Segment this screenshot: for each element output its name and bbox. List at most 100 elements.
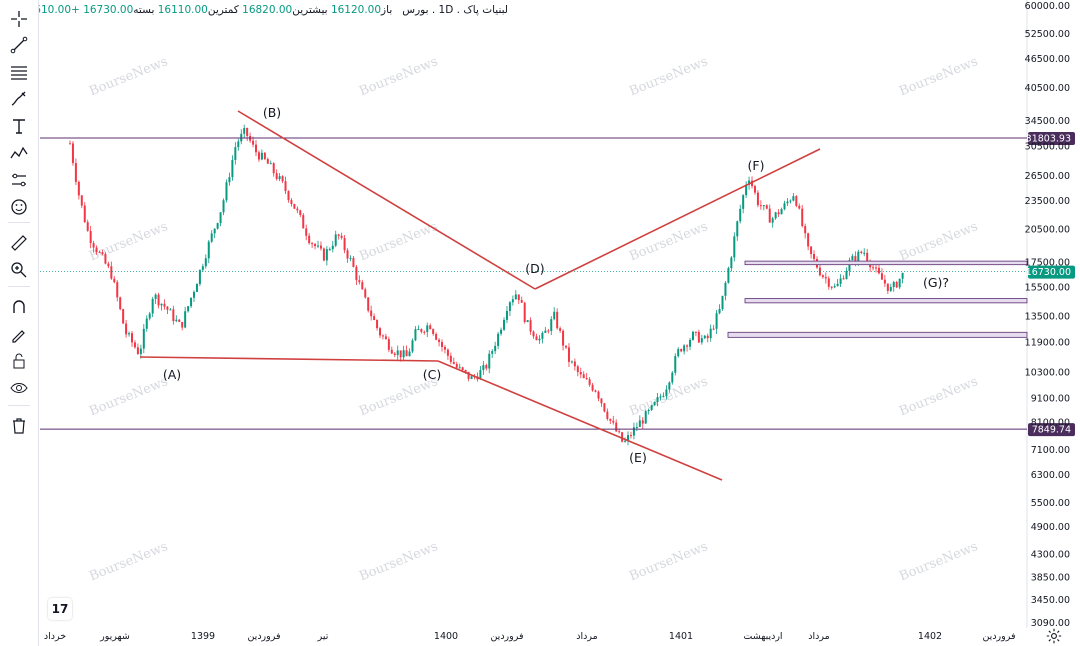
candle bbox=[591, 382, 594, 392]
pattern-icon[interactable] bbox=[6, 142, 32, 164]
candle bbox=[343, 235, 346, 254]
eye-icon[interactable] bbox=[6, 377, 32, 399]
last-price-tag bbox=[1028, 265, 1075, 279]
chart-pane[interactable] bbox=[38, 0, 1028, 628]
candle bbox=[798, 203, 801, 210]
candle bbox=[384, 333, 387, 340]
candle bbox=[352, 255, 355, 268]
crosshair-icon[interactable] bbox=[6, 8, 32, 30]
candle bbox=[588, 377, 591, 387]
zoom-icon[interactable] bbox=[6, 259, 32, 281]
candle bbox=[503, 317, 506, 332]
candle-body bbox=[370, 310, 373, 317]
interval-label[interactable]: 1D bbox=[438, 4, 454, 16]
candle bbox=[786, 198, 789, 207]
candle bbox=[184, 306, 187, 329]
candle bbox=[225, 179, 228, 203]
y-tick-label: 4300.00 bbox=[1031, 549, 1070, 560]
candle bbox=[331, 240, 334, 253]
candle-body bbox=[290, 200, 293, 204]
candle-body bbox=[337, 234, 340, 236]
level-price-label: 7849.74 bbox=[1032, 425, 1071, 436]
candle bbox=[845, 267, 848, 280]
candle bbox=[810, 246, 813, 259]
candle bbox=[768, 204, 771, 223]
candle-body bbox=[689, 339, 692, 347]
candle-body bbox=[877, 267, 880, 274]
candle-body bbox=[411, 340, 414, 352]
candle bbox=[145, 315, 148, 332]
candle-body bbox=[579, 371, 582, 375]
candle-body bbox=[355, 266, 358, 281]
candle-body bbox=[314, 244, 317, 247]
trend-line-icon[interactable] bbox=[6, 34, 32, 56]
candle-body bbox=[780, 209, 783, 215]
candle bbox=[612, 415, 615, 425]
candle bbox=[553, 307, 556, 321]
candle-body bbox=[898, 278, 901, 288]
open-value: 16120.00 bbox=[330, 4, 382, 16]
y-tick-label: 30500.00 bbox=[1025, 142, 1070, 153]
measure-lines-icon[interactable] bbox=[6, 169, 32, 191]
candle-body bbox=[517, 294, 520, 301]
candle-body bbox=[520, 300, 523, 303]
x-tick-label: مرداد bbox=[808, 631, 829, 642]
candle-body bbox=[895, 282, 898, 288]
level-price-label: 31803.93 bbox=[1026, 134, 1071, 145]
candle-body bbox=[204, 258, 207, 267]
candle-body bbox=[331, 245, 334, 250]
candle-body bbox=[523, 302, 526, 323]
candle bbox=[417, 325, 420, 330]
candle-body bbox=[181, 321, 184, 328]
candle bbox=[629, 431, 632, 439]
candle bbox=[296, 206, 299, 214]
candle bbox=[860, 250, 863, 255]
magnet-icon[interactable] bbox=[6, 296, 32, 318]
candle-body bbox=[526, 320, 529, 323]
candle-body bbox=[851, 256, 854, 261]
candle-body bbox=[703, 335, 706, 339]
gear-icon[interactable] bbox=[1046, 628, 1062, 644]
candle bbox=[559, 326, 562, 333]
candle-body bbox=[591, 384, 594, 391]
candle-body bbox=[299, 210, 302, 216]
candle bbox=[361, 279, 364, 290]
candle bbox=[131, 330, 134, 347]
ruler-icon[interactable] bbox=[6, 232, 32, 254]
candle-body bbox=[399, 350, 402, 358]
tradingview-logo[interactable]: 17 bbox=[48, 598, 72, 620]
candle bbox=[600, 398, 603, 407]
candle bbox=[334, 230, 337, 248]
candle-body bbox=[104, 254, 107, 264]
candle-body bbox=[567, 347, 570, 362]
candle-body bbox=[340, 235, 343, 238]
trash-icon[interactable] bbox=[6, 415, 32, 437]
candle bbox=[541, 331, 544, 344]
text-icon[interactable] bbox=[6, 115, 32, 137]
emoji-icon[interactable] bbox=[6, 196, 32, 218]
last-price-label: 16730.00 bbox=[1026, 267, 1071, 278]
candle bbox=[570, 360, 573, 364]
open-label: باز bbox=[381, 4, 393, 16]
candle bbox=[901, 272, 904, 284]
candle-body bbox=[621, 432, 624, 442]
symbol-name[interactable]: لبنیات پاک bbox=[463, 4, 508, 16]
lock-icon[interactable] bbox=[6, 350, 32, 372]
candle bbox=[641, 417, 644, 429]
candle bbox=[287, 190, 290, 203]
brush-icon[interactable] bbox=[6, 88, 32, 110]
candle-body bbox=[328, 249, 331, 251]
lock-draw-icon[interactable] bbox=[6, 323, 32, 345]
candle-body bbox=[246, 127, 249, 136]
candle-body bbox=[479, 369, 482, 380]
candle-body bbox=[346, 250, 349, 259]
candle bbox=[443, 345, 446, 354]
fib-icon[interactable] bbox=[6, 61, 32, 83]
candle-body bbox=[402, 350, 405, 358]
candle-body bbox=[216, 223, 219, 229]
candle-body bbox=[225, 182, 228, 201]
candle bbox=[479, 366, 482, 380]
candle bbox=[494, 341, 497, 355]
candle bbox=[712, 324, 715, 331]
